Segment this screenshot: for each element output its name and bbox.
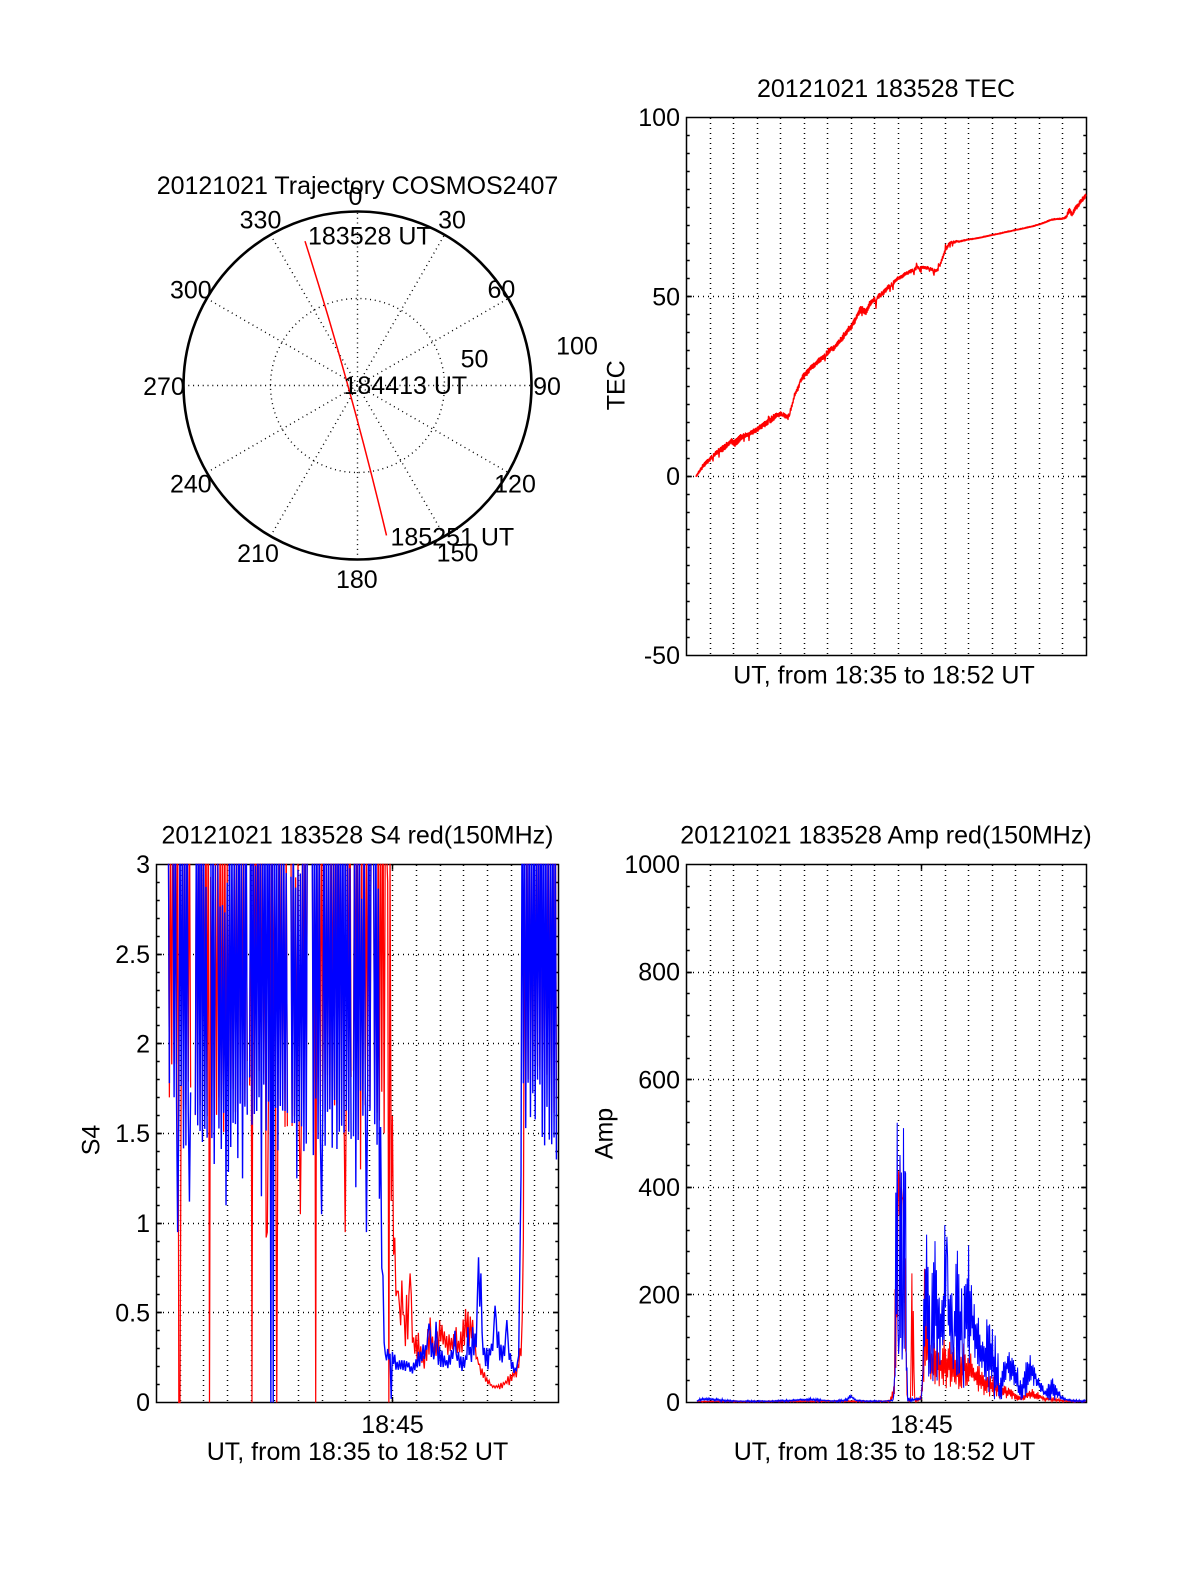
svg-text:270: 270 [143,373,185,401]
svg-text:20121021 183528 S4 red(150MHz): 20121021 183528 S4 red(150MHz) [162,822,554,850]
svg-text:TEC: TEC [603,360,631,410]
svg-text:2.5: 2.5 [115,941,150,969]
svg-text:150: 150 [437,540,479,568]
svg-text:184413 UT: 184413 UT [344,372,468,400]
svg-text:UT, from 18:35 to 18:52 UT: UT, from 18:35 to 18:52 UT [207,1438,509,1466]
svg-text:S4: S4 [77,1125,105,1156]
svg-text:0.5: 0.5 [115,1299,150,1327]
svg-text:UT, from 18:35 to 18:52 UT: UT, from 18:35 to 18:52 UT [733,662,1035,690]
svg-text:600: 600 [638,1066,680,1094]
svg-text:0: 0 [666,463,680,491]
svg-text:185251 UT: 185251 UT [391,523,515,551]
svg-text:3: 3 [136,851,150,879]
svg-text:20121021 183528 TEC: 20121021 183528 TEC [757,75,1015,103]
svg-text:2: 2 [136,1030,150,1058]
svg-text:50: 50 [461,346,489,374]
svg-text:0: 0 [348,183,362,211]
svg-text:Amp: Amp [590,1108,618,1159]
svg-text:UT, from 18:35 to 18:52 UT: UT, from 18:35 to 18:52 UT [734,1438,1036,1466]
svg-text:50: 50 [652,283,680,311]
svg-text:20121021 Trajectory COSMOS2407: 20121021 Trajectory COSMOS2407 [157,172,559,200]
svg-text:240: 240 [170,471,212,499]
svg-text:-50: -50 [644,642,680,670]
svg-text:0: 0 [136,1389,150,1417]
svg-text:18:45: 18:45 [890,1411,953,1439]
svg-text:1000: 1000 [624,851,680,879]
svg-text:120: 120 [494,471,536,499]
svg-text:90: 90 [533,373,561,401]
svg-text:100: 100 [638,104,680,132]
svg-text:200: 200 [638,1282,680,1310]
svg-text:100: 100 [556,333,598,361]
svg-text:800: 800 [638,959,680,987]
svg-text:0: 0 [666,1389,680,1417]
svg-text:18:45: 18:45 [361,1411,424,1439]
svg-text:330: 330 [240,207,282,235]
svg-text:210: 210 [237,540,279,568]
svg-text:1: 1 [136,1210,150,1238]
svg-text:183528 UT: 183528 UT [308,223,432,251]
svg-text:300: 300 [170,277,212,305]
svg-text:20121021 183528 Amp red(150MHz: 20121021 183528 Amp red(150MHz) [680,822,1091,850]
svg-text:60: 60 [487,276,515,304]
svg-text:1.5: 1.5 [115,1120,150,1148]
svg-text:180: 180 [336,566,378,594]
svg-text:400: 400 [638,1174,680,1202]
svg-text:30: 30 [438,207,466,235]
